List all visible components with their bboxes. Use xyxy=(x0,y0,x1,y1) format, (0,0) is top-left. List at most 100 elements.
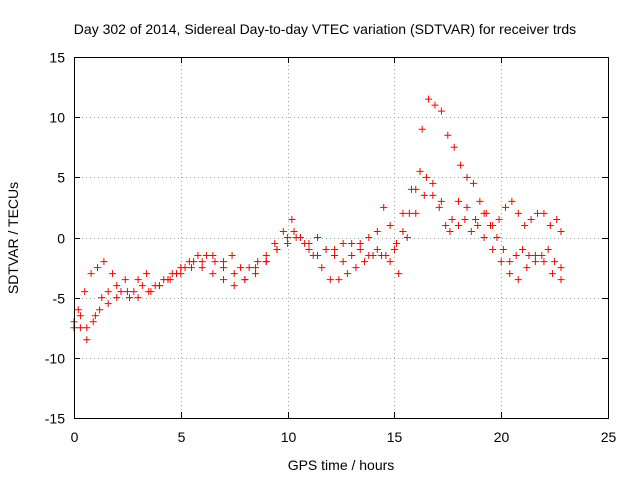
data-point xyxy=(177,264,185,272)
data-point xyxy=(252,264,260,272)
data-point xyxy=(138,282,146,290)
data-point xyxy=(551,258,559,266)
y-tick-label: -10 xyxy=(45,351,65,367)
data-point xyxy=(117,288,125,296)
data-point xyxy=(557,227,565,235)
data-point xyxy=(416,167,424,175)
data-point xyxy=(508,197,516,205)
data-point xyxy=(418,125,426,133)
data-point xyxy=(209,270,217,278)
y-tick-label: 10 xyxy=(49,110,65,126)
data-point xyxy=(450,143,458,151)
data-point xyxy=(305,240,313,248)
data-point xyxy=(469,179,477,187)
data-point xyxy=(262,258,270,266)
chart-title: Day 302 of 2014, Sidereal Day-to-day VTE… xyxy=(74,21,576,37)
data-point xyxy=(557,276,565,284)
data-point xyxy=(166,276,174,284)
data-point xyxy=(143,270,151,278)
series-trace-b xyxy=(70,179,565,344)
data-point xyxy=(87,270,95,278)
data-point xyxy=(335,276,343,284)
data-point xyxy=(168,270,176,278)
data-point xyxy=(360,258,368,266)
data-point xyxy=(177,270,185,278)
data-point xyxy=(435,203,443,211)
data-point xyxy=(211,258,219,266)
data-point xyxy=(145,288,153,296)
x-tick-label: 15 xyxy=(387,429,403,445)
data-point xyxy=(93,264,101,272)
data-point xyxy=(548,270,556,278)
data-point xyxy=(369,252,377,260)
data-point xyxy=(262,252,270,260)
data-point xyxy=(209,252,217,260)
y-tick-label: -15 xyxy=(45,411,65,427)
data-point xyxy=(489,221,497,229)
data-point xyxy=(113,282,121,290)
data-point xyxy=(104,288,112,296)
data-point xyxy=(420,191,428,199)
data-point xyxy=(108,270,116,278)
data-point xyxy=(476,197,484,205)
data-point xyxy=(356,246,364,254)
data-point xyxy=(540,258,548,266)
data-point xyxy=(461,215,469,223)
grid-layer xyxy=(74,57,608,418)
x-tick-label: 10 xyxy=(281,429,297,445)
data-point xyxy=(393,240,401,248)
data-point xyxy=(98,294,106,302)
data-point xyxy=(390,246,398,254)
data-point xyxy=(431,101,439,109)
data-point xyxy=(482,209,490,217)
data-point xyxy=(454,197,462,205)
data-point xyxy=(437,107,445,115)
data-point xyxy=(514,276,522,284)
data-point xyxy=(553,215,561,223)
data-point xyxy=(100,258,108,266)
data-point xyxy=(279,227,287,235)
data-point xyxy=(318,264,326,272)
data-point xyxy=(91,312,99,320)
data-point xyxy=(380,203,388,211)
data-point xyxy=(198,264,206,272)
data-point xyxy=(121,276,129,284)
data-point xyxy=(497,258,505,266)
data-point xyxy=(134,276,142,284)
data-point xyxy=(76,312,84,320)
data-point xyxy=(442,221,450,229)
data-point xyxy=(437,197,445,205)
data-point xyxy=(339,240,347,248)
data-point xyxy=(373,246,381,254)
data-point xyxy=(194,252,202,260)
series-trace-c xyxy=(74,95,565,314)
data-point xyxy=(202,252,210,260)
data-point xyxy=(356,240,364,248)
data-point xyxy=(472,215,480,223)
data-point xyxy=(429,191,437,199)
y-tick-label: 15 xyxy=(49,50,65,66)
data-point xyxy=(113,294,121,302)
data-point xyxy=(514,209,522,217)
data-point xyxy=(81,288,89,296)
data-point xyxy=(271,240,279,248)
data-point xyxy=(448,215,456,223)
data-point xyxy=(399,209,407,217)
data-point xyxy=(365,234,373,241)
data-point xyxy=(331,252,339,260)
data-point xyxy=(412,185,420,193)
x-tick-label: 0 xyxy=(71,429,79,445)
data-point xyxy=(544,246,552,254)
data-point xyxy=(326,276,334,284)
data-point xyxy=(273,246,281,254)
data-point xyxy=(123,288,131,296)
data-point xyxy=(501,203,509,211)
data-point xyxy=(531,258,539,266)
data-point xyxy=(422,173,430,181)
data-point xyxy=(429,179,437,187)
data-point xyxy=(480,234,488,241)
data-point xyxy=(96,306,104,314)
data-point xyxy=(457,161,465,169)
data-point xyxy=(525,252,533,260)
